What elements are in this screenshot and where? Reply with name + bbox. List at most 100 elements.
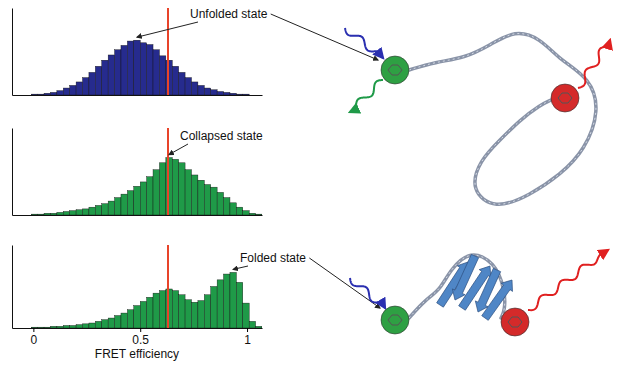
histogram-bar (147, 177, 153, 215)
histogram-bar (31, 214, 37, 215)
histogram-bar (166, 60, 172, 95)
histogram-bar (25, 328, 31, 329)
histogram-bar (236, 94, 242, 95)
histogram-bar (95, 205, 101, 215)
x-axis: 00.51 (13, 328, 263, 347)
histogram-bar (211, 187, 217, 215)
histogram-bar (179, 72, 185, 95)
histogram-bar (89, 323, 95, 328)
reference-line (167, 8, 169, 95)
histogram-bar (172, 159, 178, 215)
x-axis-line (13, 215, 263, 216)
histogram-bar (166, 158, 172, 215)
histogram-bar (83, 209, 89, 215)
histogram-bar (127, 41, 133, 95)
histogram-bar (179, 163, 185, 215)
histogram-bar (83, 324, 89, 328)
histogram-bar (256, 214, 262, 215)
histogram-bar (44, 213, 50, 215)
annotation-arrow (169, 144, 188, 155)
y-axis (12, 129, 13, 216)
fluorophore-structure (558, 93, 572, 103)
histogram-bar (25, 215, 31, 216)
histogram-bar (256, 95, 262, 96)
x-tick: 0 (31, 328, 38, 347)
fluorophore-structure (388, 65, 402, 75)
annotation: Collapsed state (180, 129, 263, 143)
histogram-bar (147, 297, 153, 328)
x-axis (13, 95, 263, 96)
histogram-bar (89, 72, 95, 95)
histogram-bar (121, 45, 127, 95)
histogram-bar (204, 88, 210, 95)
histogram-bar (204, 185, 210, 215)
y-axis-line (12, 246, 13, 329)
photon-arrow (350, 278, 385, 308)
histogram-bar (38, 94, 44, 95)
histogram-bar (18, 215, 24, 216)
histogram-bar (179, 295, 185, 328)
histogram-bar (127, 310, 133, 328)
histogram-bar (44, 93, 50, 95)
histogram-bar (217, 92, 223, 95)
y-axis-line (12, 129, 13, 216)
histogram-bar (108, 318, 114, 328)
histogram-bar (121, 313, 127, 328)
x-axis-line (13, 95, 263, 96)
histogram-bar (198, 301, 204, 328)
histogram-bar (198, 85, 204, 95)
histogram-bar (230, 203, 236, 215)
photon-arrow (578, 40, 610, 88)
x-axis-line (13, 328, 263, 329)
histogram-bar (38, 214, 44, 215)
histogram-bar (70, 326, 76, 328)
x-tick: 0.5 (132, 328, 149, 347)
histogram-bar (249, 95, 255, 96)
histogram-bar (95, 321, 101, 328)
histogram-bar (243, 303, 249, 328)
x-tick-label: 1 (244, 333, 251, 347)
histogram-bar (31, 327, 37, 328)
histogram-bar (230, 272, 236, 328)
y-axis (12, 9, 13, 96)
histogram-bar (230, 93, 236, 95)
histogram-bar (44, 327, 50, 328)
histogram-bar (153, 50, 159, 95)
illustration (345, 28, 610, 336)
histogram-bar (172, 66, 178, 95)
histogram-bar (211, 90, 217, 95)
histogram-bar (159, 56, 165, 95)
histogram-panel: 00.51FRET efficiency (13, 245, 263, 361)
histogram-bar (18, 95, 24, 96)
figure: Unfolded stateCollapsed state00.51FRET e… (0, 0, 620, 367)
histogram-bar (70, 211, 76, 215)
histogram-bar (102, 60, 108, 95)
x-tick-mark (33, 328, 34, 332)
histogram-bar (108, 55, 114, 95)
histogram-bar (63, 326, 69, 328)
histogram-bar (185, 300, 191, 328)
protein-chain-highlight (409, 34, 596, 205)
histogram-bar (191, 82, 197, 95)
histogram-bar (50, 92, 56, 95)
histogram-bar (115, 316, 121, 328)
annotation-arrow (233, 266, 248, 269)
histogram-bar (147, 45, 153, 95)
histogram-bar (70, 85, 76, 95)
histogram-bar (224, 274, 230, 328)
protein-chain (409, 34, 596, 205)
histogram-bar (89, 207, 95, 215)
histogram-bar (172, 291, 178, 328)
histogram-bar (211, 287, 217, 329)
fluorophore (551, 84, 579, 112)
histogram-bar (243, 94, 249, 95)
x-tick-label: 0 (31, 333, 38, 347)
histogram-bar (153, 293, 159, 328)
photon-arrow (345, 28, 383, 58)
histogram-bar (50, 326, 56, 328)
annotation-arrow (137, 22, 198, 37)
histogram-bar (95, 66, 101, 95)
histogram-bar (18, 328, 24, 329)
histogram-bar (38, 327, 44, 328)
histogram-bar (153, 170, 159, 215)
